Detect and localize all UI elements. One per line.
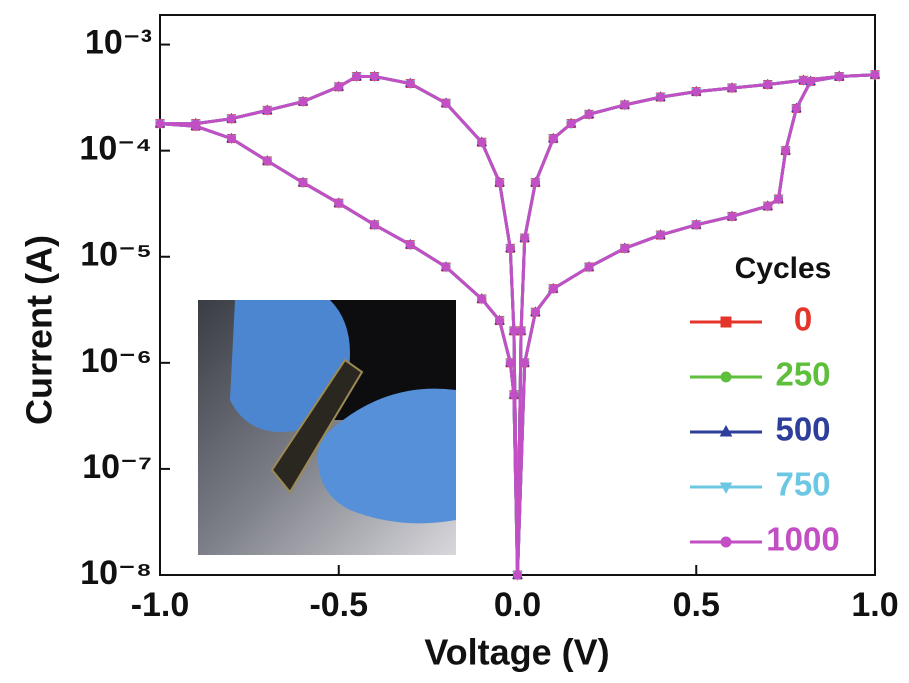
marker [548,284,558,294]
marker [763,201,773,211]
marker [227,114,236,124]
legend-label: 250 [775,356,830,393]
x-tick-label: 0.5 [673,586,720,624]
legend-label: 750 [775,466,830,503]
legend-title: Cycles [735,252,832,285]
marker [505,358,515,368]
flexible-device [270,358,364,494]
marker [720,371,732,383]
y-tick-label: 10⁻⁸ [80,554,152,592]
y-tick-label: 10⁻⁶ [81,342,152,380]
marker [513,570,522,580]
marker [763,80,773,90]
marker [477,137,487,147]
marker [352,72,362,82]
marker [620,100,630,110]
y-tick-label: 10⁻⁴ [79,130,152,168]
marker [791,103,801,113]
legend-label: 0 [794,301,812,338]
marker [720,536,732,548]
marker [520,358,530,368]
marker [370,72,379,82]
marker [727,211,737,221]
marker [477,294,487,304]
marker [584,109,594,119]
marker [566,119,576,129]
marker [227,134,236,144]
marker [834,72,844,82]
x-axis-title: Voltage (V) [424,632,609,673]
marker [441,98,451,108]
marker [691,220,701,230]
marker [155,119,165,129]
marker [656,230,665,240]
marker [509,390,519,400]
glove-bottom [318,388,456,524]
marker [405,240,415,250]
marker [870,70,880,80]
y-axis-title: Current (A) [19,235,60,425]
marker [191,119,201,129]
y-tick-label: 10⁻⁵ [80,236,152,274]
marker [720,316,732,328]
marker [719,482,733,495]
marker [548,134,558,144]
marker [505,243,515,253]
marker [298,97,308,107]
marker [781,146,791,156]
x-tick-label: 0.0 [494,586,541,624]
marker [727,83,737,93]
y-tick-label: 10⁻⁷ [82,448,152,486]
marker [773,194,783,204]
marker [719,424,733,437]
marker [691,87,701,97]
marker [656,92,665,102]
marker [530,307,540,317]
marker [370,220,379,230]
marker [799,75,808,85]
x-tick-label: -1.0 [131,586,190,624]
marker [262,156,272,166]
x-tick-label: -0.5 [309,586,368,624]
marker [520,233,530,243]
marker [495,178,505,188]
marker [530,178,540,188]
x-tick-label: 1.0 [851,586,898,624]
marker [262,105,272,115]
inset-photo [198,300,456,555]
marker [334,82,344,92]
marker [298,178,308,188]
marker [620,243,630,253]
marker [584,262,594,272]
marker [441,262,451,272]
series [155,70,880,580]
marker [334,198,344,208]
marker [495,316,505,326]
legend-label: 500 [775,411,830,448]
marker [509,326,519,336]
legend-label: 1000 [766,521,839,558]
y-tick-label: 10⁻³ [85,24,152,62]
marker [405,78,415,88]
